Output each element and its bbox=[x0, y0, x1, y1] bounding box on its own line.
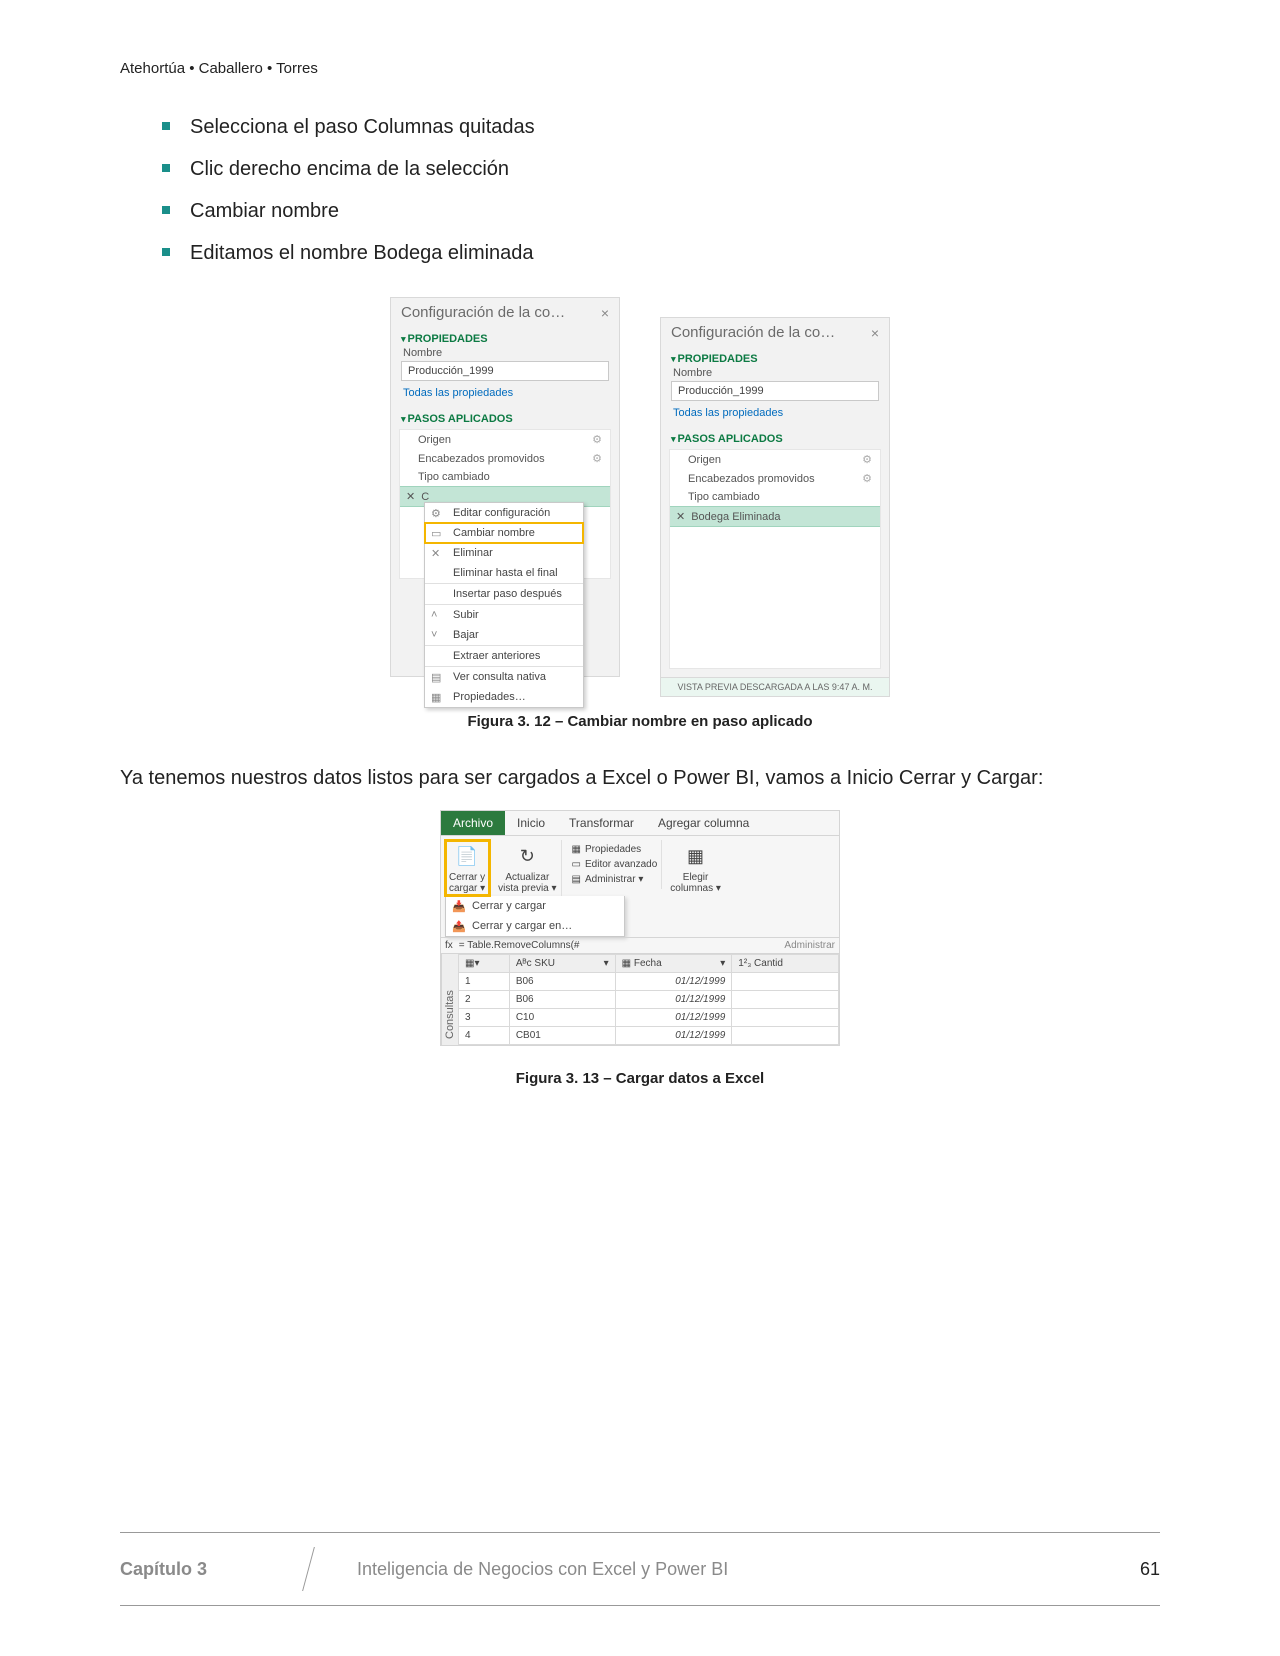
menu-move-up[interactable]: ˄Subir bbox=[425, 604, 583, 625]
bullet-item: Selecciona el paso Columnas quitadas bbox=[166, 113, 1160, 141]
menu-properties[interactable]: ▦Propiedades… bbox=[425, 687, 583, 707]
applied-step[interactable]: Origen⚙ bbox=[400, 430, 610, 449]
name-input[interactable]: Producción_1999 bbox=[401, 361, 609, 381]
data-table: ▦▾ Aᴮc SKU ▾ ▦ Fecha ▾ 1²₃ Cantid 1B0601… bbox=[458, 954, 839, 1045]
close-load-label: Cerrar y cargar ▾ bbox=[449, 872, 485, 894]
query-settings-panel-a: Configuración de la co… × PROPIEDADES No… bbox=[390, 297, 620, 677]
panel-title: Configuración de la co… bbox=[401, 304, 565, 321]
page-number: 61 bbox=[1140, 1559, 1160, 1580]
menu-rename[interactable]: ▭Cambiar nombre bbox=[425, 523, 583, 543]
panel-title: Configuración de la co… bbox=[671, 324, 835, 341]
book-title: Inteligencia de Negocios con Excel y Pow… bbox=[317, 1559, 1140, 1580]
page-footer: Capítulo 3 Inteligencia de Negocios con … bbox=[120, 1532, 1160, 1606]
body-paragraph: Ya tenemos nuestros datos listos para se… bbox=[120, 760, 1160, 796]
properties-icon: ▦ bbox=[572, 842, 581, 857]
save-icon: 📥 bbox=[452, 900, 466, 913]
menu-extract-prev[interactable]: Extraer anteriores bbox=[425, 645, 583, 666]
tab-inicio[interactable]: Inicio bbox=[505, 811, 557, 835]
close-load-icon: 📄 bbox=[453, 842, 481, 870]
query-settings-panel-b: Configuración de la co… × PROPIEDADES No… bbox=[660, 317, 890, 697]
applied-step[interactable]: Tipo cambiado bbox=[670, 488, 880, 506]
consultas-sidebar[interactable]: Consultas bbox=[441, 954, 458, 1045]
properties-icon: ▦ bbox=[431, 691, 441, 704]
name-label: Nombre bbox=[391, 347, 619, 359]
dd-close-load-to[interactable]: 📤Cerrar y cargar en… bbox=[446, 916, 624, 936]
gear-icon[interactable]: ⚙ bbox=[862, 453, 872, 466]
tab-archivo[interactable]: Archivo bbox=[441, 811, 505, 835]
x-icon: ✕ bbox=[406, 490, 415, 503]
menu-edit-config[interactable]: ⚙Editar configuración bbox=[425, 503, 583, 523]
editor-icon: ▭ bbox=[572, 857, 581, 872]
all-properties-link[interactable]: Todas las propiedades bbox=[661, 405, 889, 427]
rename-icon: ▭ bbox=[431, 527, 441, 540]
bullet-item: Cambiar nombre bbox=[166, 197, 1160, 225]
bullet-item: Clic derecho encima de la selección bbox=[166, 155, 1160, 183]
table-row[interactable]: 3C1001/12/1999 bbox=[459, 1009, 839, 1027]
close-icon[interactable]: × bbox=[601, 305, 609, 321]
refresh-group[interactable]: ↻ Actualizar vista previa ▾ bbox=[494, 840, 561, 896]
menu-delete[interactable]: ✕Eliminar bbox=[425, 543, 583, 563]
save-as-icon: 📤 bbox=[452, 920, 466, 933]
menu-delete-end[interactable]: Eliminar hasta el final bbox=[425, 563, 583, 583]
table-row[interactable]: 2B0601/12/1999 bbox=[459, 991, 839, 1009]
choose-cols-label: Elegir columnas ▾ bbox=[670, 872, 721, 894]
close-load-group[interactable]: 📄 Cerrar y cargar ▾ bbox=[445, 840, 490, 896]
admin-icon: ▤ bbox=[572, 872, 581, 887]
columns-icon: ▦ bbox=[682, 842, 710, 870]
col-header[interactable]: ▦ Fecha ▾ bbox=[615, 955, 732, 973]
applied-step-selected[interactable]: ✕Bodega Eliminada bbox=[670, 506, 880, 527]
preview-footer: VISTA PREVIA DESCARGADA A LAS 9:47 A. M. bbox=[661, 677, 889, 696]
all-properties-link[interactable]: Todas las propiedades bbox=[391, 385, 619, 407]
ribbon-properties[interactable]: ▦Propiedades bbox=[572, 842, 658, 857]
close-load-dropdown: 📥Cerrar y cargar 📤Cerrar y cargar en… bbox=[445, 896, 625, 937]
applied-step[interactable]: Encabezados promovidos⚙ bbox=[670, 469, 880, 488]
col-header[interactable]: 1²₃ Cantid bbox=[732, 955, 839, 973]
steps-section: PASOS APLICADOS bbox=[661, 427, 889, 447]
choose-cols-group[interactable]: ▦ Elegir columnas ▾ bbox=[666, 840, 725, 896]
running-head: Atehortúa • Caballero • Torres bbox=[120, 60, 1160, 77]
ribbon-adv-editor[interactable]: ▭Editor avanzado bbox=[572, 857, 658, 872]
close-icon[interactable]: × bbox=[871, 325, 879, 341]
steps-section: PASOS APLICADOS bbox=[391, 407, 619, 427]
menu-move-down[interactable]: ˅Bajar bbox=[425, 625, 583, 645]
formula-text: = Table.RemoveColumns(# bbox=[459, 940, 580, 951]
context-menu: ⚙Editar configuración ▭Cambiar nombre ✕E… bbox=[424, 502, 584, 708]
properties-section: PROPIEDADES bbox=[661, 347, 889, 367]
menu-insert-after[interactable]: Insertar paso después bbox=[425, 583, 583, 604]
tab-transformar[interactable]: Transformar bbox=[557, 811, 646, 835]
table-row[interactable]: 4CB0101/12/1999 bbox=[459, 1027, 839, 1045]
gear-icon[interactable]: ⚙ bbox=[592, 452, 602, 465]
menu-native-query[interactable]: ▤Ver consulta nativa bbox=[425, 666, 583, 687]
figure-caption: Figura 3. 13 – Cargar datos a Excel bbox=[120, 1070, 1160, 1087]
ribbon: Archivo Inicio Transformar Agregar colum… bbox=[440, 810, 840, 1046]
query-icon: ▤ bbox=[431, 671, 441, 684]
refresh-icon: ↻ bbox=[513, 842, 541, 870]
refresh-label: Actualizar vista previa ▾ bbox=[498, 872, 556, 894]
up-icon: ˄ bbox=[431, 609, 437, 621]
applied-step[interactable]: Encabezados promovidos⚙ bbox=[400, 449, 610, 468]
bullet-item: Editamos el nombre Bodega eliminada bbox=[166, 239, 1160, 267]
x-icon: ✕ bbox=[676, 510, 685, 523]
col-header[interactable]: ▦▾ bbox=[459, 955, 510, 973]
x-icon: ✕ bbox=[431, 547, 440, 560]
tab-agregar-columna[interactable]: Agregar columna bbox=[646, 811, 761, 835]
applied-step[interactable]: Origen⚙ bbox=[670, 450, 880, 469]
name-label: Nombre bbox=[661, 367, 889, 379]
name-input[interactable]: Producción_1999 bbox=[671, 381, 879, 401]
down-icon: ˅ bbox=[431, 629, 437, 641]
figure-caption: Figura 3. 12 – Cambiar nombre en paso ap… bbox=[120, 713, 1160, 730]
admin-group-label: Administrar bbox=[784, 940, 835, 951]
dd-close-load[interactable]: 📥Cerrar y cargar bbox=[446, 896, 624, 916]
table-row[interactable]: 1B0601/12/1999 bbox=[459, 973, 839, 991]
gear-icon[interactable]: ⚙ bbox=[862, 472, 872, 485]
ribbon-admin[interactable]: ▤Administrar ▾ bbox=[572, 872, 658, 887]
chapter-label: Capítulo 3 bbox=[120, 1559, 300, 1580]
gear-icon: ⚙ bbox=[431, 507, 441, 520]
properties-section: PROPIEDADES bbox=[391, 327, 619, 347]
applied-step[interactable]: Tipo cambiado bbox=[400, 468, 610, 486]
fx-icon: fx bbox=[445, 940, 453, 951]
col-header[interactable]: Aᴮc SKU ▾ bbox=[509, 955, 615, 973]
gear-icon[interactable]: ⚙ bbox=[592, 433, 602, 446]
bullet-list: Selecciona el paso Columnas quitadas Cli… bbox=[120, 113, 1160, 267]
